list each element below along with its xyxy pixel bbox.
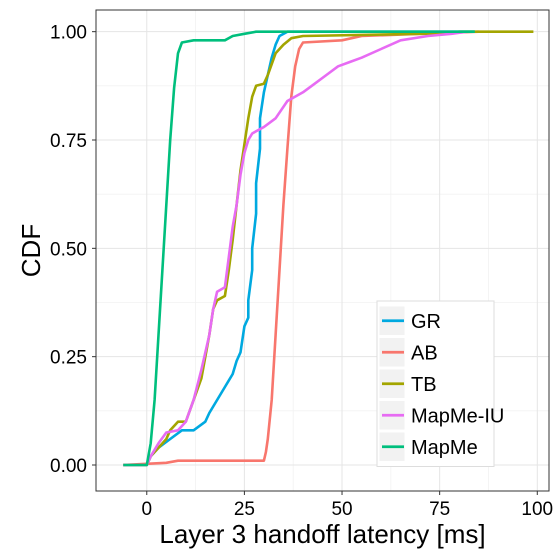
plot-area <box>95 9 550 492</box>
grid <box>96 10 549 491</box>
series-line-mapme <box>123 30 475 467</box>
x-tick-label: 50 <box>331 499 352 520</box>
legend: GR AB TB MapMe-IU MapMe <box>376 300 504 467</box>
y-tick-label: 0.50 <box>50 239 87 260</box>
x-tick-label: 25 <box>234 499 255 520</box>
y-axis-title: CDF <box>16 224 46 277</box>
plot-border <box>95 9 550 492</box>
x-tick-label: 0 <box>141 499 152 520</box>
x-tick-label: 100 <box>521 499 553 520</box>
y-tick-label: 1.00 <box>50 23 87 44</box>
x-axis-title: Layer 3 handoff latency [ms] <box>159 519 485 549</box>
series-lines <box>123 30 534 467</box>
x-tick-label: 75 <box>429 499 450 520</box>
y-axis: 0.00 0.25 0.50 0.75 1.00 <box>50 23 96 477</box>
y-tick-label: 0.75 <box>50 131 87 152</box>
x-axis: 0 25 50 75 100 <box>141 491 553 520</box>
series-line-gr <box>123 30 475 467</box>
legend-label-gr: GR <box>411 311 441 333</box>
series-line-ab <box>123 30 479 467</box>
legend-label-mapme-iu: MapMe-IU <box>411 405 504 427</box>
legend-label-ab: AB <box>411 342 438 364</box>
legend-label-mapme: MapMe <box>411 437 478 459</box>
legend-label-tb: TB <box>411 374 437 396</box>
y-tick-label: 0.25 <box>50 348 87 369</box>
y-tick-label: 0.00 <box>50 456 87 477</box>
series-line-mapme-iu <box>123 30 468 467</box>
